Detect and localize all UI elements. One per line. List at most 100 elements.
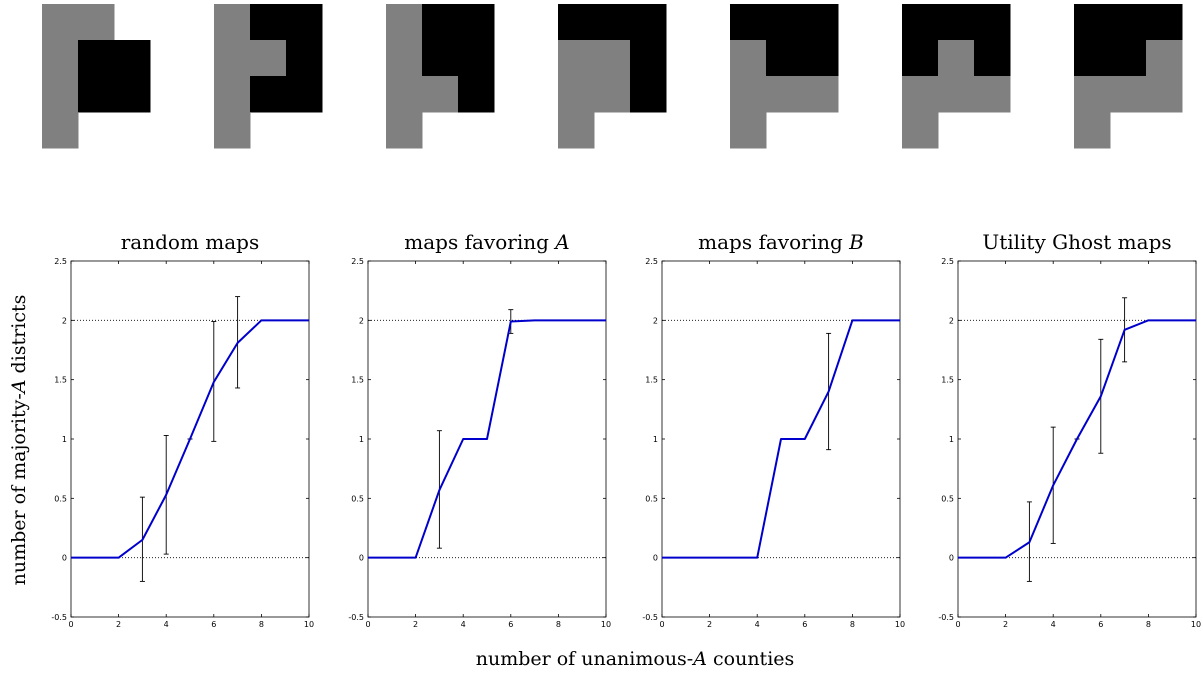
map-cell: [974, 40, 1011, 77]
map-cell: [42, 76, 79, 113]
y-tick-label: 0: [62, 554, 67, 563]
map-cell: [766, 76, 803, 113]
district-map-6: [902, 4, 1011, 149]
district-map-1: [42, 4, 151, 149]
x-tick-label: 0: [955, 620, 960, 629]
chart-title-text: random maps: [121, 230, 260, 254]
chart-title: random maps: [121, 230, 260, 254]
y-axis-label: number of majority-A districts: [8, 295, 30, 586]
y-tick-label: 0: [653, 554, 658, 563]
chart-title-variable: A: [553, 230, 569, 254]
y-tick-label: -0.5: [348, 613, 364, 622]
district-map-3: [386, 4, 495, 149]
map-cell: [42, 40, 79, 77]
y-tick-label: 0.5: [54, 494, 67, 503]
district-map-7: [1074, 4, 1183, 149]
map-cell: [458, 76, 495, 113]
chart-title: maps favoring B: [698, 230, 864, 254]
y-tick-label: -0.5: [938, 613, 954, 622]
map-cell: [286, 76, 323, 113]
y-tick-label: 1.5: [54, 376, 67, 385]
map-cell: [386, 4, 423, 41]
map-cell: [802, 4, 839, 41]
map-cell: [250, 4, 287, 41]
map-cell: [214, 76, 251, 113]
y-tick-label: 2.5: [54, 257, 67, 266]
x-axis-label: number of unanimous-A counties: [476, 648, 795, 670]
map-cell: [250, 40, 287, 77]
map-cell: [594, 4, 631, 41]
x-tick-label: 10: [895, 620, 905, 629]
map-cell: [386, 112, 423, 149]
map-cell: [214, 4, 251, 41]
chart-title: Utility Ghost maps: [982, 230, 1171, 254]
x-tick-label: 4: [755, 620, 760, 629]
y-tick-label: 1.5: [351, 376, 364, 385]
x-tick-label: 6: [211, 620, 216, 629]
chart-title-text: maps favoring: [404, 230, 555, 254]
map-cell: [42, 112, 79, 149]
y-tick-label: 1.5: [645, 376, 658, 385]
y-tick-label: 2: [62, 316, 67, 325]
y-tick-label: 2: [653, 316, 658, 325]
x-tick-label: 6: [508, 620, 513, 629]
map-cell: [458, 4, 495, 41]
x-tick-label: 4: [164, 620, 169, 629]
district-map-4: [558, 4, 667, 149]
map-cell: [730, 112, 767, 149]
x-tick-label: 4: [461, 620, 466, 629]
map-cell: [422, 76, 459, 113]
map-cell: [458, 40, 495, 77]
map-cell: [766, 40, 803, 77]
chart-title-text: Utility Ghost maps: [982, 230, 1171, 254]
map-cell: [630, 4, 667, 41]
map-cell: [730, 40, 767, 77]
y-tick-label: -0.5: [51, 613, 67, 622]
map-cell: [558, 112, 595, 149]
map-cell: [286, 40, 323, 77]
district-maps-row: [42, 4, 1183, 149]
map-cell: [1146, 4, 1183, 41]
map-cell: [42, 4, 79, 41]
y-tick-label: 2.5: [645, 257, 658, 266]
y-tick-label: 1: [653, 435, 658, 444]
x-tick-label: 8: [1146, 620, 1151, 629]
map-cell: [902, 112, 939, 149]
x-tick-label: 8: [850, 620, 855, 629]
map-cell: [1146, 40, 1183, 77]
map-cell: [594, 40, 631, 77]
x-tick-label: 6: [802, 620, 807, 629]
y-tick-label: 1: [949, 435, 954, 444]
x-tick-label: 0: [68, 620, 73, 629]
map-cell: [902, 4, 939, 41]
map-cell: [386, 76, 423, 113]
chart-title: maps favoring A: [404, 230, 569, 254]
map-cell: [974, 4, 1011, 41]
map-cell: [250, 76, 287, 113]
x-tick-label: 0: [365, 620, 370, 629]
y-tick-label: 2.5: [941, 257, 954, 266]
map-cell: [902, 40, 939, 77]
y-tick-label: 1: [359, 435, 364, 444]
x-tick-label: 2: [413, 620, 418, 629]
map-cell: [286, 4, 323, 41]
x-tick-label: 2: [707, 620, 712, 629]
map-cell: [730, 4, 767, 41]
y-tick-label: 2: [949, 316, 954, 325]
map-cell: [802, 40, 839, 77]
map-cell: [594, 76, 631, 113]
x-tick-label: 6: [1098, 620, 1103, 629]
map-cell: [974, 76, 1011, 113]
map-cell: [902, 76, 939, 113]
map-cell: [1110, 76, 1147, 113]
chart-title-variable: B: [848, 230, 864, 254]
map-cell: [630, 76, 667, 113]
map-cell: [938, 40, 975, 77]
